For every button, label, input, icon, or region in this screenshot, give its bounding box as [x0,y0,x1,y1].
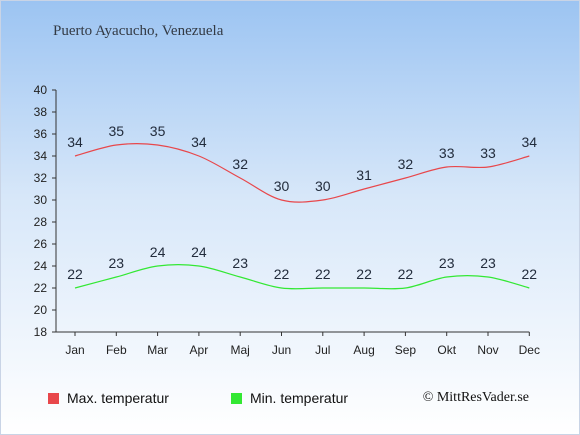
legend-label-max: Max. temperatur [67,390,169,406]
series-line-min [74,264,530,290]
y-tick-label: 38 [34,105,48,119]
y-tick-label: 30 [34,193,48,207]
x-tick-label: Okt [437,343,456,357]
data-label-max: 30 [315,178,331,194]
data-label-max: 32 [232,156,248,172]
y-tick-label: 28 [34,215,48,229]
data-label-min: 23 [480,255,496,271]
y-tick-label: 20 [34,303,48,317]
y-tick-label: 18 [34,325,48,339]
legend-label-min: Min. temperatur [250,390,349,406]
chart-title: Puerto Ayacucho, Venezuela [53,23,224,39]
y-tick-label: 22 [34,281,48,295]
y-tick-label: 26 [34,237,48,251]
x-tick-label: Apr [190,343,209,357]
data-label-max: 34 [522,134,538,150]
y-tick-label: 32 [34,171,48,185]
legend-item-min: Min. temperatur [231,390,348,406]
y-tick-label: 36 [34,127,48,141]
x-tick-label: Dec [519,343,540,357]
legend-item-max: Max. temperatur [48,390,169,406]
data-label-max: 32 [398,156,414,172]
data-label-max: 30 [274,178,290,194]
x-tick-label: Maj [231,343,250,357]
data-label-min: 22 [356,266,372,282]
data-label-min: 23 [232,255,248,271]
y-tick-label: 34 [34,149,48,163]
data-label-min: 22 [274,266,290,282]
y-tick-label: 40 [34,83,48,97]
data-label-max: 34 [67,134,83,150]
legend-swatch-max [48,392,59,404]
axes: 18 20 22 24 26 28 30 32 34 36 38 40 Jan Feb Mar Apr Maj J… [34,83,540,357]
data-label-max: 33 [439,145,455,161]
series-min-temperature: 22 23 24 24 23 22 22 22 22 23 23 22 [67,244,538,290]
x-tick-label: Aug [353,343,374,357]
data-label-min: 24 [191,244,207,260]
x-tick-label: Feb [106,343,127,357]
x-tick-label: Mar [147,343,168,357]
x-tick-label: Jun [272,343,291,357]
x-tick-label: Jul [315,343,330,357]
data-label-min: 22 [67,266,83,282]
x-tick-label: Jan [65,343,84,357]
data-label-min: 23 [439,255,455,271]
series-max-temperature: 34 35 35 34 32 30 30 31 32 33 33 34 [67,123,538,203]
series-line-max [74,143,530,203]
x-tick-label: Sep [395,343,417,357]
data-label-max: 33 [480,145,496,161]
data-label-max: 34 [191,134,207,150]
data-label-max: 35 [109,123,125,139]
data-label-min: 24 [150,244,166,260]
data-label-max: 35 [150,123,166,139]
data-label-min: 22 [522,266,538,282]
data-label-min: 22 [398,266,414,282]
data-label-min: 22 [315,266,331,282]
x-tick-label: Nov [477,343,498,357]
data-label-max: 31 [356,167,372,183]
data-label-min: 23 [109,255,125,271]
site-credit: © MittResVader.se [422,390,529,405]
legend-swatch-min [231,392,242,404]
y-tick-label: 24 [34,259,48,273]
